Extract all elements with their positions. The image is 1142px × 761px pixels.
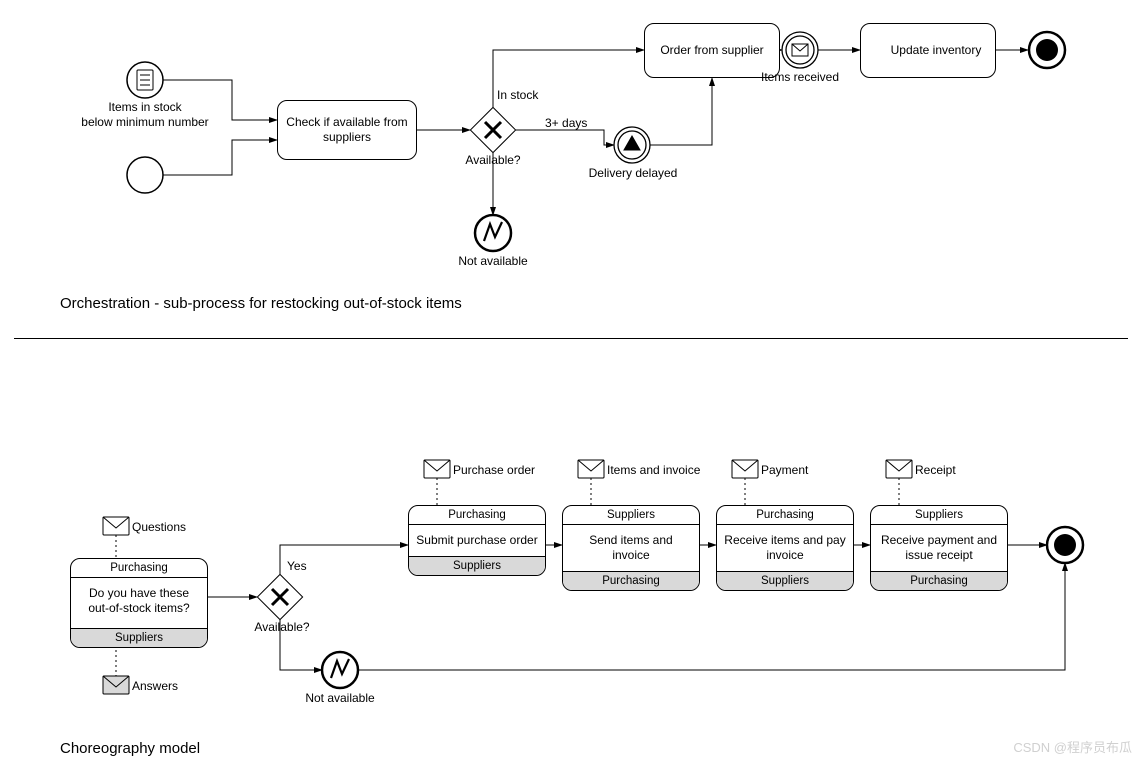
msg-po-label: Purchase order — [453, 463, 535, 478]
choreo-initiator: Purchasing — [717, 506, 853, 524]
choreo-responder: Purchasing — [871, 572, 1007, 590]
caption-bottom: Choreography model — [60, 740, 200, 757]
msg-receipt-label: Receipt — [915, 463, 956, 478]
choreo-responder: Suppliers — [717, 572, 853, 590]
task-label: Order from supplier — [660, 43, 763, 58]
start-conditional-label: Items in stock below minimum number — [70, 100, 220, 130]
choreo-send: Suppliers Send items and invoice Purchas… — [562, 505, 700, 591]
choreo-msg: Receive items and pay invoice — [717, 524, 853, 572]
choreo-gateway-label: Available? — [252, 620, 312, 635]
caption-top: Orchestration - sub-process for restocki… — [60, 295, 462, 312]
choreo-msg: Receive payment and issue receipt — [871, 524, 1007, 572]
choreo-responder: Suppliers — [71, 629, 207, 647]
msg-payment-label: Payment — [761, 463, 808, 478]
choreo-msg: Send items and invoice — [563, 524, 699, 572]
msg-items-label: Items and invoice — [607, 463, 700, 478]
choreo-receipt: Suppliers Receive payment and issue rece… — [870, 505, 1008, 591]
task-label: Check if available from suppliers — [284, 115, 410, 145]
msg-answers-label: Answers — [132, 679, 178, 694]
choreo-initiator: Suppliers — [563, 506, 699, 524]
choreo-responder: Suppliers — [409, 557, 545, 575]
edge-3days-label: 3+ days — [545, 116, 587, 131]
separator-line — [14, 338, 1128, 339]
delivery-delayed-label: Delivery delayed — [588, 166, 678, 181]
choreo-msg: Do you have these out-of-stock items? — [71, 577, 207, 629]
choreo-responder: Purchasing — [563, 572, 699, 590]
task-check-suppliers: Check if available from suppliers — [277, 100, 417, 160]
gateway-label: Available? — [463, 153, 523, 168]
msg-questions-label: Questions — [132, 520, 186, 535]
choreo-initiator: Purchasing — [409, 506, 545, 524]
task-update-inventory: Update inventory — [860, 23, 996, 78]
watermark: CSDN @程序员布瓜 — [1013, 737, 1132, 756]
choreo-msg: Submit purchase order — [409, 524, 545, 557]
not-available-label: Not available — [458, 254, 528, 269]
choreo-submit: Purchasing Submit purchase order Supplie… — [408, 505, 546, 576]
choreo-na-label: Not available — [305, 691, 375, 706]
choreo-ask: Purchasing Do you have these out-of-stoc… — [70, 558, 208, 648]
choreo-initiator: Suppliers — [871, 506, 1007, 524]
diagram-canvas: Check if available from suppliers Order … — [0, 0, 1142, 761]
items-received-label: Items received — [760, 70, 840, 85]
edge-in-stock-label: In stock — [497, 88, 538, 103]
choreo-receive: Purchasing Receive items and pay invoice… — [716, 505, 854, 591]
choreo-initiator: Purchasing — [71, 559, 207, 577]
choreo-yes-label: Yes — [287, 559, 307, 574]
task-label: Update inventory — [891, 43, 982, 58]
